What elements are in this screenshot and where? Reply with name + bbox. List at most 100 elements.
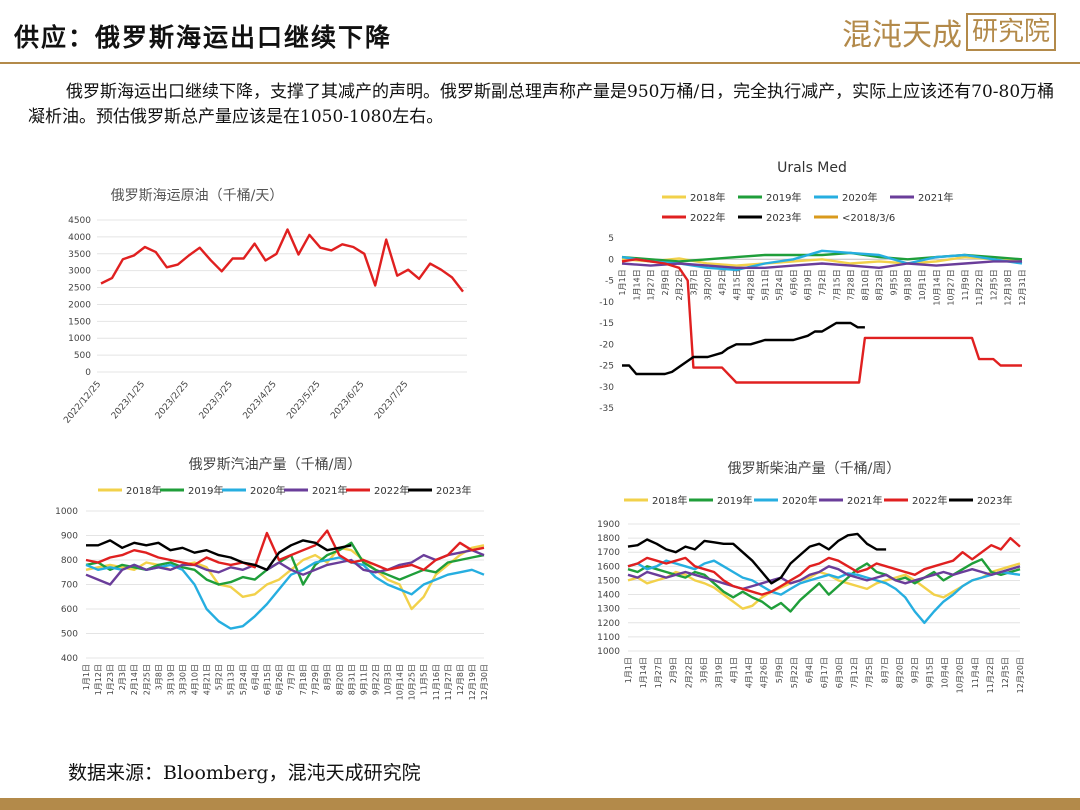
y-tick-label: 1900: [597, 520, 620, 530]
x-tick-label: 1月14日: [632, 269, 641, 300]
x-tick-label: 1月23日: [106, 664, 115, 695]
series-line-purple: [621, 260, 1022, 270]
legend-label: 2023年: [436, 484, 471, 497]
series-line-black: [622, 321, 865, 376]
x-tick-label: 3月30日: [178, 664, 187, 695]
x-tick-label: 8月20日: [335, 664, 344, 695]
x-tick-label: 7月25日: [865, 657, 874, 688]
legend-label: 2018年: [652, 494, 687, 507]
chart-russia-diesel-output: 俄罗斯柴油产量（千桶/周） 2018年 2019年 2020年 2021年 2022年 20…: [597, 461, 1025, 693]
y-tick-label: 2000: [68, 300, 91, 310]
x-tick-label: 4月26日: [760, 657, 769, 688]
chart-urals-med: Urals Med 2018年 2019年 2020年 2021年 2022年 2023年 <…: [599, 160, 1027, 414]
series-line-red: [621, 258, 1022, 384]
x-tick-label: 3月19日: [166, 664, 175, 695]
legend-label: 2020年: [842, 191, 877, 204]
legend-label: 2021年: [847, 494, 882, 507]
x-tick-label: 7月7日: [287, 664, 296, 690]
chart-russia-gasoline-output: 俄罗斯汽油产量（千桶/周） 2018年 2019年 2020年 2021年 2022年 20…: [55, 457, 489, 700]
x-tick-label: 6月4日: [805, 657, 814, 683]
x-tick-label: 1月27日: [647, 269, 656, 300]
chart-title: 俄罗斯柴油产量（千桶/周）: [728, 461, 901, 477]
x-tick-label: 12月18日: [1004, 269, 1013, 305]
x-tick-label: 10月27日: [947, 269, 956, 305]
x-tick-label: 9月2日: [910, 657, 919, 683]
x-tick-label: 4月14日: [745, 657, 754, 688]
x-tick-label: 4月28日: [747, 269, 756, 300]
x-tick-label: 9月18日: [904, 269, 913, 300]
x-tick-label: 12月31日: [1018, 269, 1027, 305]
y-tick-label: 3500: [68, 250, 91, 260]
y-tick-label: 1700: [597, 548, 620, 558]
x-tick-label: 10月14日: [396, 664, 405, 700]
x-tick-label: 1月1日: [624, 657, 633, 683]
x-tick-label: 5月13日: [227, 664, 236, 695]
x-tick-label: 8月20日: [895, 657, 904, 688]
x-tick-label: 2月14日: [130, 664, 139, 695]
y-tick-label: 4500: [68, 216, 91, 226]
y-tick-label: 3000: [68, 267, 91, 277]
chart-title: Urals Med: [777, 160, 847, 176]
x-tick-label: 2023/7/25: [373, 380, 410, 422]
x-tick-label: 6月4日: [251, 664, 260, 690]
x-tick-label: 10月14日: [932, 269, 941, 305]
y-tick-label: 4000: [68, 233, 91, 243]
x-tick-label: 1月1日: [618, 269, 627, 295]
x-tick-label: 8月31日: [347, 664, 356, 695]
legend-label: 2022年: [690, 211, 725, 224]
y-tick-label: 1100: [597, 633, 620, 643]
x-tick-label: 5月24日: [775, 269, 784, 300]
x-tick-label: 11月5日: [420, 664, 429, 695]
chart-title: 俄罗斯汽油产量（千桶/周）: [189, 457, 362, 473]
x-tick-label: 10月3日: [384, 664, 393, 695]
x-tick-label: 3月7日: [689, 269, 698, 295]
x-tick-label: 5月9日: [775, 657, 784, 683]
y-tick-label: -5: [605, 277, 614, 287]
x-tick-label: 3月8日: [154, 664, 163, 690]
x-tick-label: 1月12日: [94, 664, 103, 695]
y-tick-label: 700: [61, 581, 78, 591]
legend-label: 2022年: [912, 494, 947, 507]
y-tick-label: 1600: [597, 562, 620, 572]
page-title: 供应：俄罗斯海运出口继续下降: [14, 23, 393, 52]
y-tick-label: -20: [599, 340, 614, 350]
series-line-yellow: [627, 562, 1021, 610]
x-tick-label: 3月20日: [704, 269, 713, 300]
page-header: 供应：俄罗斯海运出口继续下降 混沌天成 研究院: [0, 0, 1080, 64]
x-tick-label: 6月6日: [789, 269, 798, 295]
x-tick-label: 10月20日: [956, 657, 965, 693]
y-tick-label: 400: [61, 654, 78, 664]
x-tick-label: 11月22日: [986, 657, 995, 693]
x-tick-label: 12月30日: [480, 664, 489, 700]
x-tick-label: 7月28日: [847, 269, 856, 300]
x-tick-label: 7月15日: [832, 269, 841, 300]
x-tick-label: 8月7日: [880, 657, 889, 683]
y-tick-label: 5: [608, 234, 614, 244]
legend-label: 2019年: [766, 191, 801, 204]
x-tick-label: 12月20日: [1016, 657, 1025, 693]
x-tick-label: 12月8日: [456, 664, 465, 695]
y-tick-label: 0: [85, 368, 91, 378]
x-tick-label: 1月14日: [639, 657, 648, 688]
description-text: 俄罗斯海运出口继续下降，支撑了其减产的声明。俄罗斯副总理声称产量是950万桶/日…: [28, 82, 1055, 127]
x-tick-label: 11月4日: [971, 657, 980, 688]
x-tick-label: 1月1日: [82, 664, 91, 690]
x-tick-label: 2月3日: [118, 664, 127, 690]
x-tick-label: 5月11日: [761, 269, 770, 300]
x-tick-label: 6月30日: [835, 657, 844, 688]
x-tick-label: 10月4日: [941, 657, 950, 688]
x-tick-label: 3月6日: [699, 657, 708, 683]
x-tick-label: 12月5日: [989, 269, 998, 300]
x-tick-label: 9月5日: [889, 269, 898, 295]
x-tick-label: 11月22日: [975, 269, 984, 305]
y-tick-label: -25: [599, 362, 614, 372]
x-tick-label: 8月23日: [875, 269, 884, 300]
x-tick-label: 10月1日: [918, 269, 927, 300]
x-tick-label: 1月27日: [654, 657, 663, 688]
series-line-black: [627, 532, 887, 585]
y-tick-label: 1800: [597, 534, 620, 544]
x-tick-label: 5月24日: [239, 664, 248, 695]
x-tick-label: 11月16日: [432, 664, 441, 700]
y-tick-label: 1300: [597, 605, 620, 615]
x-tick-label: 4月2日: [718, 269, 727, 295]
